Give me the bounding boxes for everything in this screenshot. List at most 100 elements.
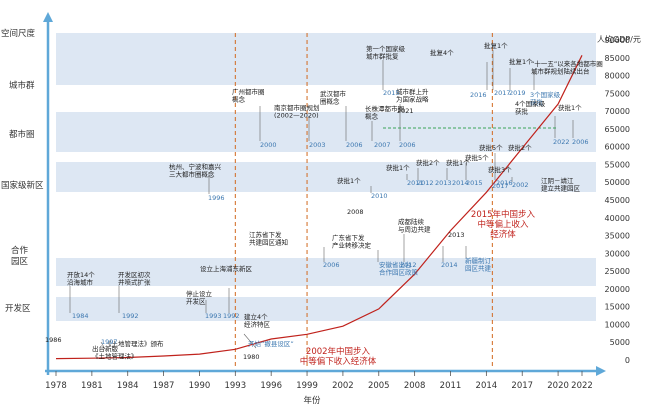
event-year-label: 1992 xyxy=(223,312,240,320)
event-year-label: 2012 xyxy=(417,179,434,187)
event-label: 成都陆续与周边共建 xyxy=(398,217,431,234)
gdp-curve xyxy=(55,55,583,360)
level-label-cooperation-park: 合作园区 xyxy=(11,245,29,267)
x-tick-label: 2014 xyxy=(476,381,498,391)
event-label: 获批5个 xyxy=(465,153,489,162)
event-label: 获批2个 xyxy=(508,143,532,152)
y2-tick-label: 15000 xyxy=(605,303,630,312)
event-year-label: 2017 xyxy=(494,89,511,97)
event-label: 杭州、宁波和嘉兴三大都市圈概念 xyxy=(169,162,222,179)
event-year-label: 2006 xyxy=(346,141,363,149)
y2-tick-label: 20000 xyxy=(605,285,630,294)
y2-tick-label: 85000 xyxy=(605,54,630,63)
event-leader-line xyxy=(100,341,106,350)
y-axis-arrow xyxy=(43,12,53,22)
event-label: 1980 xyxy=(243,353,260,361)
event-year-label: 1996 xyxy=(208,194,225,202)
y2-tick-label: 50000 xyxy=(605,178,630,187)
event-year-label: 1997 xyxy=(101,338,118,346)
x-tick-label: 2008 xyxy=(404,381,426,391)
x-tick-label: 1999 xyxy=(296,381,318,391)
level-label-development-zone: 开发区 xyxy=(5,303,31,314)
x-tick-label: 1984 xyxy=(117,381,139,391)
event-year-label: 2019 xyxy=(509,89,526,97)
event-year-label: 2007 xyxy=(374,141,391,149)
y2-tick-label: 30000 xyxy=(605,249,630,258)
y2-axis-title: 人均GDP/元 xyxy=(597,34,641,44)
level-label-city-cluster: 城市群 xyxy=(9,80,35,91)
event-label: 2021 xyxy=(397,107,414,115)
event-label: 批复1个 xyxy=(484,41,508,50)
event-year-label: 开始“撤县设区” xyxy=(248,339,294,348)
x-tick-label: 1996 xyxy=(260,381,282,391)
event-label: 武汉都市圈概念 xyxy=(320,89,347,106)
event-year-label: 3个国家级获批 xyxy=(530,90,561,107)
event-label: 设立上海浦东新区 xyxy=(200,264,253,273)
event-label: 广州都市圈概念 xyxy=(232,87,265,104)
event-year-label: 2015 xyxy=(466,179,483,187)
event-year-label: 1992 xyxy=(122,312,139,320)
x-tick-label: 2017 xyxy=(511,381,533,391)
y2-tick-label: 60000 xyxy=(605,143,630,152)
y2-tick-label: 45000 xyxy=(605,196,630,205)
event-label: 江阴－靖江建立共建园区 xyxy=(541,176,581,193)
level-label-metro-area: 都市圈 xyxy=(9,129,35,140)
x-tick-label: 1990 xyxy=(189,381,211,391)
event-label: “十一五”以来各地都市圈城市群规划陆续出台 xyxy=(531,59,603,76)
y2-tick-label: 25000 xyxy=(605,267,630,276)
event-label: 江苏省下发共建园区通知 xyxy=(249,230,288,247)
event-label: 城市群上升为国家战略 xyxy=(396,87,429,104)
band-new-area xyxy=(56,162,596,192)
event-label: 1986 xyxy=(45,336,62,344)
y2-tick-label: 90000 xyxy=(605,36,630,45)
event-year-label: 新疆制订园区共建 xyxy=(465,256,492,273)
event-year-label: 2012 xyxy=(400,261,417,269)
event-year-label: 1984 xyxy=(72,312,89,320)
event-year-label: 2016 xyxy=(496,179,513,187)
event-year-label: 2014 xyxy=(441,261,458,269)
event-year-label: 2022 xyxy=(553,138,570,146)
x-tick-label: 1993 xyxy=(224,381,246,391)
event-year-label: 2016 xyxy=(470,91,487,99)
band-cooperation-park xyxy=(56,258,596,286)
event-year-label: 2006 xyxy=(399,141,416,149)
event-label: 《土地管理法》颁布 xyxy=(105,339,164,348)
event-label: 开发区初次井喷式扩张 xyxy=(118,270,151,287)
event-year-label: 2000 xyxy=(260,141,277,149)
level-label-new-area: 国家级新区 xyxy=(1,180,44,191)
event-label: 获批3个 xyxy=(488,165,512,174)
event-year-label: 安徽省出台合作园区政策 xyxy=(379,260,419,277)
y2-tick-label: 70000 xyxy=(605,107,630,116)
event-label: 开放14个沿海城市 xyxy=(67,270,95,287)
event-label: 4个国家级获批 xyxy=(515,99,546,116)
band-city-cluster xyxy=(56,33,596,85)
y2-tick-label: 35000 xyxy=(605,232,630,241)
event-label: 获批5个 xyxy=(479,143,503,152)
y2-tick-label: 10000 xyxy=(605,320,630,329)
x-tick-label: 2011 xyxy=(440,381,462,391)
event-label: 第一个国家级城市群批复 xyxy=(366,44,406,61)
level-label-scale: 空间尺度 xyxy=(1,28,36,39)
event-label: 获批1个 xyxy=(337,176,361,185)
y2-tick-label: 80000 xyxy=(605,72,630,81)
x-axis-arrow xyxy=(596,366,606,376)
gdp-milestone-annotation: 2002年中国步入中等偏下收入经济体 xyxy=(300,346,377,367)
x-tick-label: 1981 xyxy=(81,381,103,391)
event-year-label: 2014 xyxy=(452,179,469,187)
x-tick-label: 2020 xyxy=(547,381,569,391)
y2-tick-label: 40000 xyxy=(605,214,630,223)
gdp-milestone-annotation: 2015年中国步入中等偏上收入经济体 xyxy=(471,209,536,240)
event-label: 广东省下发产业转移决定 xyxy=(332,233,372,250)
event-label: 2008 xyxy=(347,208,364,216)
band-development-zone xyxy=(56,297,596,321)
event-label: 获批2个 xyxy=(416,158,440,167)
x-tick-label: 2022 xyxy=(571,381,593,391)
event-label: 停止设立开发区 xyxy=(186,289,213,306)
y2-tick-label: 5000 xyxy=(610,338,630,347)
y2-tick-label: 0 xyxy=(625,356,630,365)
event-year-label: 2003 xyxy=(309,141,326,149)
event-label: 获批1个 xyxy=(446,158,470,167)
event-label: 批复1个 xyxy=(509,57,533,66)
band-metro-area xyxy=(56,112,596,152)
x-tick-label: 1978 xyxy=(45,381,67,391)
